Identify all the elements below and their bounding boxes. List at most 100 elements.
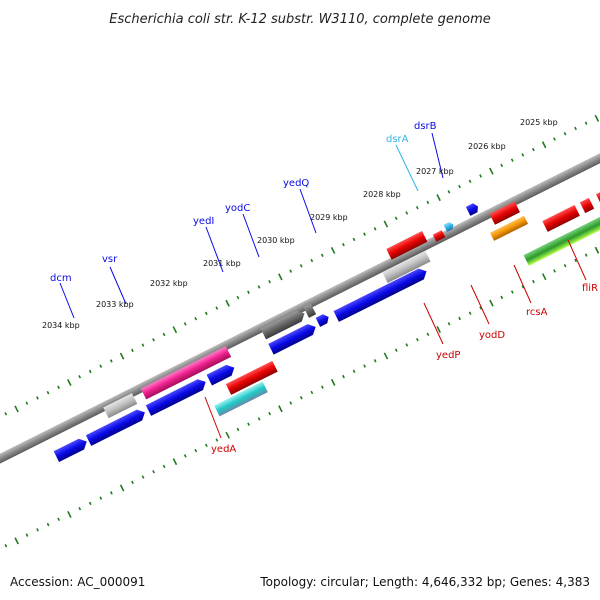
minor-tick	[4, 544, 8, 548]
gene-arrow[interactable]	[382, 250, 431, 283]
minor-tick	[268, 411, 272, 416]
minor-tick	[152, 470, 155, 474]
minor-tick	[584, 121, 588, 125]
minor-tick	[553, 269, 556, 273]
gene-label-yedA[interactable]: yedA	[211, 444, 236, 455]
major-tick	[67, 510, 72, 518]
gene-arrow-yedA[interactable]	[225, 360, 278, 395]
gene-arrow[interactable]	[103, 393, 138, 419]
minor-tick	[373, 227, 377, 231]
minor-tick	[426, 200, 430, 205]
major-tick	[330, 378, 336, 386]
gene-arrow-fliR[interactable]	[579, 197, 595, 214]
gene-arrow-yodD[interactable]	[432, 230, 446, 242]
gene-label-yodC[interactable]: yodC	[225, 203, 250, 214]
gene-arrow[interactable]	[303, 303, 317, 318]
gene-arrow-dcm[interactable]	[140, 346, 232, 400]
scale-label: 2025 kbp	[520, 118, 558, 127]
gene-arrow-rcsA[interactable]	[489, 201, 520, 225]
gene-arrow-yedP[interactable]	[386, 231, 428, 260]
gene-arrow-dsrB[interactable]	[465, 202, 480, 216]
minor-tick	[78, 375, 82, 379]
scale-label: 2027 kbp	[416, 167, 454, 176]
minor-tick	[204, 443, 208, 448]
minor-tick	[500, 163, 504, 168]
minor-tick	[257, 285, 261, 289]
gene-arrow-yedI[interactable]	[260, 308, 308, 340]
gene-arrow[interactable]	[523, 201, 600, 266]
gene-arrow[interactable]	[53, 436, 90, 463]
minor-tick	[531, 147, 535, 152]
gene-arrow-dsrA[interactable]	[443, 221, 456, 232]
gene-label-rcsA[interactable]: rcsA	[526, 307, 548, 318]
scale-label: 2034 kbp	[42, 321, 80, 330]
minor-tick	[363, 364, 367, 368]
major-tick	[541, 141, 547, 149]
minor-tick	[131, 480, 134, 484]
major-tick	[225, 299, 230, 307]
gene-arrow[interactable]	[595, 181, 600, 206]
minor-tick	[521, 153, 525, 157]
minor-tick	[36, 396, 39, 400]
minor-tick	[109, 359, 113, 363]
major-tick	[541, 273, 547, 281]
gene-label-yodD[interactable]: yodD	[479, 330, 505, 341]
gene-label-vsr[interactable]: vsr	[102, 254, 118, 265]
minor-tick	[352, 369, 356, 374]
gene-arrow[interactable]	[268, 321, 318, 355]
minor-tick	[415, 337, 419, 342]
gene-arrow[interactable]	[490, 215, 529, 241]
minor-tick	[204, 311, 208, 316]
minor-tick	[36, 528, 39, 532]
minor-tick	[183, 454, 187, 458]
gene-label-dcm[interactable]: dcm	[50, 273, 72, 284]
minor-tick	[363, 232, 366, 236]
gene-arrow-yedQ[interactable]	[333, 266, 430, 322]
gene-label-yedI[interactable]: yedI	[193, 216, 214, 227]
minor-tick	[25, 401, 29, 405]
gene-arrow[interactable]	[214, 381, 268, 417]
major-tick	[330, 246, 336, 254]
gene-arrow[interactable]	[85, 407, 148, 446]
genome-backbone	[0, 78, 600, 535]
gene-label-dsrB[interactable]: dsrB	[414, 121, 437, 132]
minor-tick	[99, 496, 103, 500]
gene-arrow-yodC[interactable]	[315, 313, 331, 327]
minor-tick	[584, 253, 588, 257]
minor-tick	[78, 507, 82, 511]
gene-labels-reverse: fliR rcsA yodD yedP yedA	[211, 283, 598, 455]
scale-label: 2032 kbp	[150, 279, 188, 288]
major-tick	[172, 326, 178, 334]
minor-tick	[310, 390, 314, 395]
minor-tick	[563, 263, 567, 268]
minor-tick	[352, 237, 356, 242]
scale-label: 2028 kbp	[363, 190, 401, 199]
minor-tick	[405, 211, 409, 215]
scale-label: 2029 kbp	[310, 213, 348, 222]
minor-tick	[574, 126, 577, 131]
gene-arrow[interactable]	[206, 362, 237, 386]
minor-tick	[521, 285, 525, 289]
gene-label-yedQ[interactable]: yedQ	[283, 178, 309, 189]
minor-tick	[458, 184, 461, 189]
gene-arrow[interactable]	[145, 377, 209, 416]
minor-tick	[510, 290, 514, 294]
major-tick	[119, 484, 125, 492]
gene-label-yedP[interactable]: yedP	[436, 350, 460, 361]
minor-tick	[88, 501, 92, 506]
gene-label-dsrA[interactable]: dsrA	[386, 134, 409, 145]
major-tick	[489, 167, 494, 175]
gene-label-leaders	[59, 132, 587, 439]
major-tick	[278, 273, 283, 281]
major-tick	[383, 352, 389, 360]
minor-tick	[426, 332, 430, 337]
gene-label-fliR[interactable]: fliR	[582, 283, 598, 294]
minor-tick	[289, 269, 293, 273]
minor-tick	[320, 253, 324, 257]
gene-arrow[interactable]	[542, 205, 580, 232]
major-tick	[489, 299, 494, 307]
minor-tick	[152, 338, 155, 342]
minor-tick	[162, 464, 166, 469]
major-tick	[14, 537, 19, 545]
minor-tick	[510, 158, 514, 162]
